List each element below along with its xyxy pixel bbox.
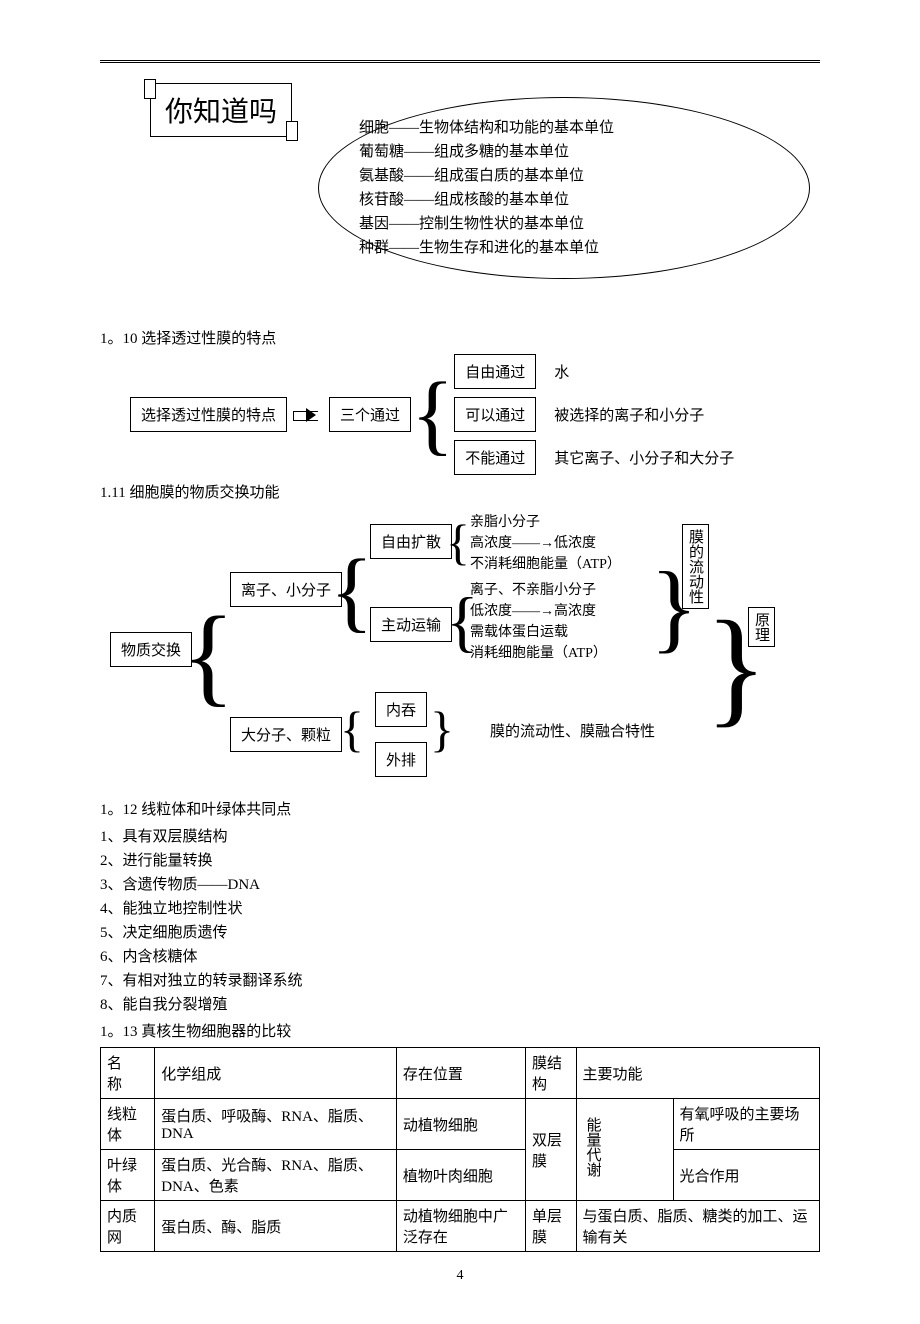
table-header: 膜结构	[526, 1048, 576, 1099]
bubble-line: 种群——生物生存和进化的基本单位	[359, 236, 769, 260]
brace-icon: {	[182, 617, 235, 694]
vertical-label: 原理	[748, 607, 775, 647]
detail-line: 亲脂小分子	[470, 512, 621, 533]
detail-line: 不消耗细胞能量（ATP）	[470, 554, 621, 575]
brace-icon: {	[411, 383, 454, 446]
node-box: 三个通过	[329, 397, 411, 432]
node-box: 可以通过	[454, 397, 536, 432]
section-title: 1。10 选择透过性膜的特点	[100, 327, 820, 348]
table-cell: 叶绿体	[101, 1150, 155, 1201]
table-row: 叶绿体 蛋白质、光合酶、RNA、脂质、DNA、色素 植物叶肉细胞 光合作用	[101, 1150, 820, 1201]
detail-line: 需载体蛋白运载	[470, 622, 607, 643]
node-box: 选择透过性膜的特点	[130, 397, 287, 432]
callout-bubble: 细胞——生物体结构和功能的基本单位 葡萄糖——组成多糖的基本单位 氨基酸——组成…	[318, 97, 810, 279]
node-box: 离子、小分子	[230, 572, 342, 607]
top-double-rule	[100, 60, 820, 63]
table-row: 线粒体 蛋白质、呼吸酶、RNA、脂质、DNA 动植物细胞 双层膜 能量代谢 有氧…	[101, 1099, 820, 1150]
bubble-line: 葡萄糖——组成多糖的基本单位	[359, 140, 769, 164]
page-number: 4	[100, 1268, 820, 1284]
banner-scroll: 你知道吗	[150, 83, 292, 137]
node-box: 外排	[375, 742, 427, 777]
callout-bubble-wrap: 细胞——生物体结构和功能的基本单位 葡萄糖——组成多糖的基本单位 氨基酸——组成…	[100, 147, 820, 317]
table-header: 化学组成	[155, 1048, 397, 1099]
list-item: 2、进行能量转换	[100, 849, 820, 870]
note-text: 膜的流动性、膜融合特性	[490, 720, 655, 741]
table-cell: 动植物细胞中广泛存在	[396, 1201, 525, 1252]
section-title: 1。12 线粒体和叶绿体共同点	[100, 798, 820, 819]
list-item: 3、含遗传物质——DNA	[100, 873, 820, 894]
node-box: 自由通过	[454, 354, 536, 389]
table-cell: 蛋白质、呼吸酶、RNA、脂质、DNA	[155, 1099, 397, 1150]
branch-text: 水	[548, 361, 575, 382]
table-header-row: 名 称 化学组成 存在位置 膜结构 主要功能	[101, 1048, 820, 1099]
table-cell: 能量代谢	[576, 1099, 673, 1201]
detail-line: 低浓度——→高浓度	[470, 601, 607, 622]
diagram-110: 选择透过性膜的特点 三个通过 { 自由通过 水 可以通过 被选择的离子和小分子 …	[130, 354, 820, 475]
detail-line: 离子、不亲脂小分子	[470, 580, 607, 601]
detail-lines: 亲脂小分子 高浓度——→低浓度 不消耗细胞能量（ATP）	[470, 512, 621, 575]
section-title: 1.11 细胞膜的物质交换功能	[100, 481, 820, 502]
table-cell: 有氧呼吸的主要场所	[673, 1099, 819, 1150]
table-cell: 蛋白质、光合酶、RNA、脂质、DNA、色素	[155, 1150, 397, 1201]
detail-lines: 离子、不亲脂小分子 低浓度——→高浓度 需载体蛋白运载 消耗细胞能量（ATP）	[470, 580, 607, 664]
arrow-icon	[293, 408, 323, 422]
diagram-111: 物质交换 { 离子、小分子 { 自由扩散 { 亲脂小分子 高浓度——→低浓度 不…	[100, 512, 820, 792]
list-item: 8、能自我分裂增殖	[100, 993, 820, 1014]
comparison-table: 名 称 化学组成 存在位置 膜结构 主要功能 线粒体 蛋白质、呼吸酶、RNA、脂…	[100, 1047, 820, 1252]
branch-text: 被选择的离子和小分子	[548, 404, 710, 425]
brace-icon: }	[430, 704, 454, 754]
table-header: 存在位置	[396, 1048, 525, 1099]
list-item: 7、有相对独立的转录翻译系统	[100, 969, 820, 990]
table-cell: 内质网	[101, 1201, 155, 1252]
table-header: 主要功能	[576, 1048, 819, 1099]
node-box: 不能通过	[454, 440, 536, 475]
table-cell: 线粒体	[101, 1099, 155, 1150]
table-cell: 植物叶肉细胞	[396, 1150, 525, 1201]
bubble-line: 氨基酸——组成蛋白质的基本单位	[359, 164, 769, 188]
node-box: 物质交换	[110, 632, 192, 667]
table-cell: 单层膜	[526, 1201, 576, 1252]
section-title: 1。13 真核生物细胞器的比较	[100, 1020, 820, 1041]
table-cell: 蛋白质、酶、脂质	[155, 1201, 397, 1252]
brace-icon: {	[340, 704, 364, 754]
detail-line: 高浓度——→低浓度	[470, 533, 621, 554]
bubble-line: 基因——控制生物性状的基本单位	[359, 212, 769, 236]
list-item: 4、能独立地控制性状	[100, 897, 820, 918]
node-box: 内吞	[375, 692, 427, 727]
list-item: 5、决定细胞质遗传	[100, 921, 820, 942]
brace-icon: {	[446, 517, 470, 567]
banner-title: 你知道吗	[150, 83, 292, 137]
brace-icon: {	[330, 560, 373, 623]
node-box: 主动运输	[370, 607, 452, 642]
list-item: 1、具有双层膜结构	[100, 825, 820, 846]
branch-stack: 自由通过 水 可以通过 被选择的离子和小分子 不能通过 其它离子、小分子和大分子	[454, 354, 740, 475]
node-box: 大分子、颗粒	[230, 717, 342, 752]
document-page: 你知道吗 细胞——生物体结构和功能的基本单位 葡萄糖——组成多糖的基本单位 氨基…	[0, 0, 920, 1324]
table-header: 名 称	[101, 1048, 155, 1099]
node-box: 自由扩散	[370, 524, 452, 559]
bubble-line: 核苷酸——组成核酸的基本单位	[359, 188, 769, 212]
list-112: 1、具有双层膜结构 2、进行能量转换 3、含遗传物质——DNA 4、能独立地控制…	[100, 825, 820, 1014]
table-row: 内质网 蛋白质、酶、脂质 动植物细胞中广泛存在 单层膜 与蛋白质、脂质、糖类的加…	[101, 1201, 820, 1252]
table-cell: 动植物细胞	[396, 1099, 525, 1150]
table-cell: 光合作用	[673, 1150, 819, 1201]
bubble-line: 细胞——生物体结构和功能的基本单位	[359, 116, 769, 140]
table-cell: 双层膜	[526, 1099, 576, 1201]
detail-line: 消耗细胞能量（ATP）	[470, 643, 607, 664]
branch-text: 其它离子、小分子和大分子	[548, 447, 740, 468]
table-cell: 与蛋白质、脂质、糖类的加工、运输有关	[576, 1201, 819, 1252]
list-item: 6、内含核糖体	[100, 945, 820, 966]
